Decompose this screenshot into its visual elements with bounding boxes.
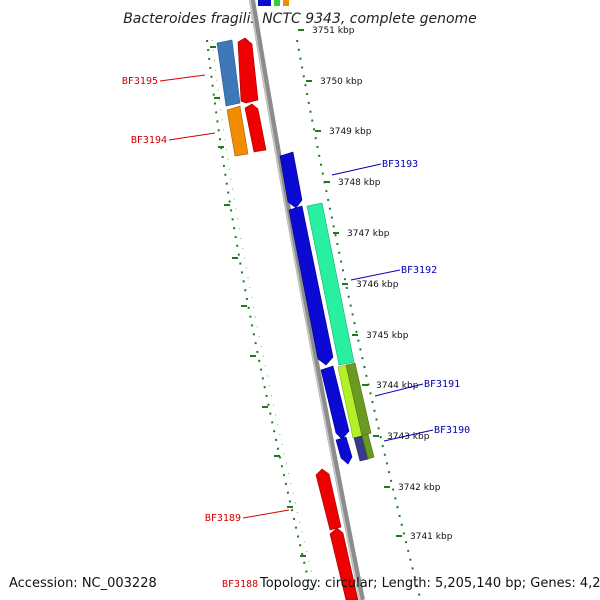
partial-gene-orange — [283, 0, 289, 6]
gene-name[interactable]: BF3190 — [434, 425, 470, 436]
tick-7: 3744 kbp — [362, 381, 419, 391]
gene-name[interactable]: BF3194 — [131, 135, 167, 146]
tick-label: 3743 kbp — [387, 432, 430, 442]
gene-label-bf3189[interactable]: BF3189 — [205, 509, 290, 524]
gene-label-bf3191[interactable]: BF3191 — [374, 379, 460, 397]
gene-name[interactable]: BF3191 — [424, 379, 460, 390]
tick-3: 3748 kbp — [324, 178, 381, 188]
tick-0: 3751 kbp — [298, 26, 355, 36]
gene-label-bf3195[interactable]: BF3195 — [122, 74, 206, 87]
tick-6: 3745 kbp — [352, 331, 409, 341]
tick-4: 3747 kbp — [333, 229, 390, 239]
tick-label: 3741 kbp — [410, 532, 453, 542]
tick-label: 3745 kbp — [366, 331, 409, 341]
gene-label-bf3192[interactable]: BF3192 — [350, 265, 437, 281]
gene-bf3190-olive — [361, 433, 375, 460]
gene-label-bf3194[interactable]: BF3194 — [131, 132, 216, 146]
gene-bf3192-teal — [306, 202, 355, 366]
leader-line — [350, 269, 401, 281]
gene-bf3195-steel — [216, 39, 241, 107]
leader-line — [331, 163, 382, 176]
tick-10: 3741 kbp — [396, 532, 453, 542]
gene-name[interactable]: BF3195 — [122, 76, 158, 87]
gene-bf3191-olive — [345, 362, 372, 437]
leader-line — [159, 74, 206, 82]
genome-backbone — [249, 0, 365, 600]
gene-features — [216, 37, 375, 600]
tick-label: 3747 kbp — [347, 229, 390, 239]
leader-line — [383, 429, 434, 442]
tick-label: 3751 kbp — [312, 26, 355, 36]
gene-bf3191-blue — [320, 365, 350, 440]
gene-bf3188-red — [329, 527, 359, 600]
genome-backbone-highlight — [249, 0, 361, 600]
top-partial-features — [258, 0, 289, 6]
outer-ring-guide-left — [206, 39, 313, 596]
tick-2: 3749 kbp — [315, 127, 372, 137]
gene-label-bf3193[interactable]: BF3193 — [331, 159, 418, 176]
footer-gene-label: BF3188 — [222, 579, 258, 590]
tick-label: 3744 kbp — [376, 381, 419, 391]
gene-bf3194-red — [244, 103, 267, 153]
gene-labels: BF3195 BF3194 BF3193 BF3192 BF3191 BF3190 BF31… — [122, 74, 470, 524]
tick-9: 3742 kbp — [384, 483, 441, 493]
tick-label: 3742 kbp — [398, 483, 441, 493]
partial-gene-green — [274, 0, 280, 6]
tick-1: 3750 kbp — [306, 77, 363, 87]
partial-gene-blue — [258, 0, 271, 6]
genome-title: Bacteroides fragilis NCTC 9343, complete… — [123, 11, 477, 27]
gene-label-bf3190[interactable]: BF3190 — [383, 425, 470, 442]
tick-label: 3750 kbp — [320, 77, 363, 87]
kbp-ticks: 3751 kbp 3750 kbp 3749 kbp 3748 kbp 3747 kbp… — [210, 26, 453, 557]
leader-line — [374, 383, 424, 397]
gene-bf3194-orange — [226, 105, 249, 157]
genome-summary-text: Topology: circular; Length: 5,205,140 bp… — [259, 576, 600, 591]
leader-line — [242, 509, 290, 519]
tick-label: 3746 kbp — [356, 280, 399, 290]
gene-name[interactable]: BF3193 — [382, 159, 418, 170]
tick-8: 3743 kbp — [373, 432, 430, 442]
gene-name[interactable]: BF3189 — [205, 513, 241, 524]
feature-ring-guides — [206, 39, 421, 599]
leader-line — [168, 132, 216, 141]
gene-bf3193-blue — [279, 151, 303, 209]
gene-name[interactable]: BF3192 — [401, 265, 437, 276]
gene-bf3192-blue — [288, 205, 334, 366]
tick-5: 3746 kbp — [342, 280, 399, 290]
accession-text: Accession: NC_003228 — [9, 576, 157, 591]
tick-label: 3749 kbp — [329, 127, 372, 137]
gene-bf3189-red — [315, 468, 342, 531]
gene-bf3195-red — [237, 37, 259, 104]
inner-ring-guide-left — [211, 39, 318, 596]
tick-label: 3748 kbp — [338, 178, 381, 188]
gene-bf3190-blue — [335, 436, 353, 465]
outer-ring-guide-right — [296, 39, 421, 599]
